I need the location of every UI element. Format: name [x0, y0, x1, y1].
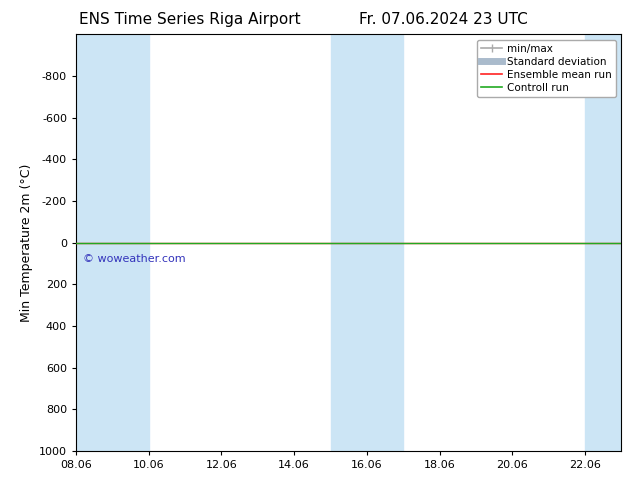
- Bar: [585, 34, 621, 451]
- Text: Fr. 07.06.2024 23 UTC: Fr. 07.06.2024 23 UTC: [359, 12, 528, 27]
- Text: © woweather.com: © woweather.com: [83, 254, 186, 264]
- Bar: [330, 34, 403, 451]
- Text: ENS Time Series Riga Airport: ENS Time Series Riga Airport: [79, 12, 301, 27]
- Bar: [76, 34, 149, 451]
- Y-axis label: Min Temperature 2m (°C): Min Temperature 2m (°C): [20, 163, 34, 322]
- Legend: min/max, Standard deviation, Ensemble mean run, Controll run: min/max, Standard deviation, Ensemble me…: [477, 40, 616, 97]
